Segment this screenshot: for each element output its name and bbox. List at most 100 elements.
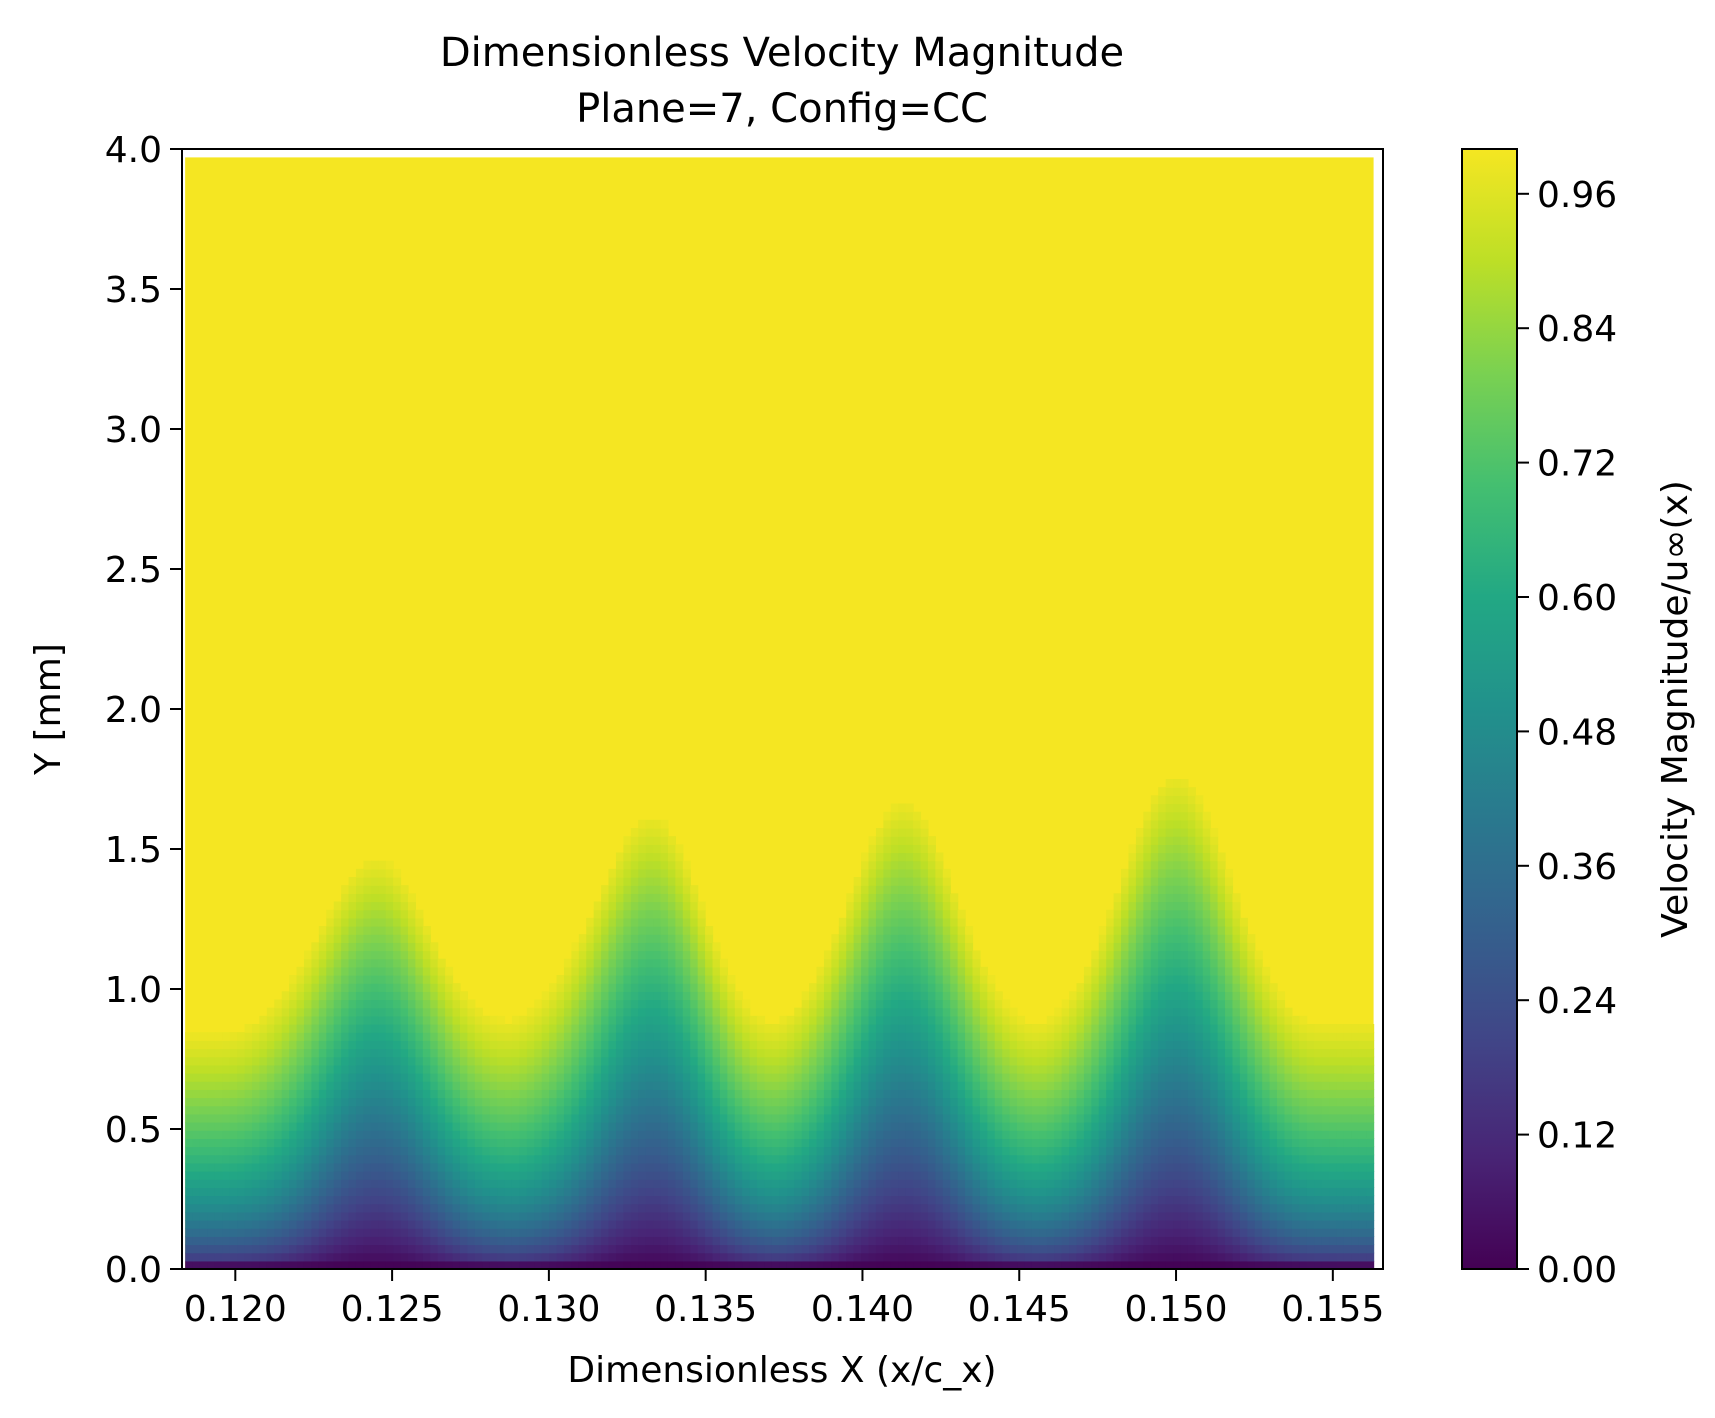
contour-cell: [667, 1081, 676, 1090]
contour-cell: [1358, 1220, 1367, 1229]
contour-cell: [563, 1122, 572, 1131]
contour-cell: [994, 1097, 1003, 1107]
contour-cell: [913, 1032, 922, 1041]
contour-cell: [749, 1138, 758, 1148]
contour-cell: [1046, 1040, 1055, 1050]
contour-cell: [615, 1130, 624, 1139]
contour-cell: [237, 1064, 246, 1074]
contour-cell: [601, 1211, 610, 1221]
contour-cell: [979, 1097, 988, 1107]
contour-cell: [950, 1048, 959, 1058]
contour-cell: [1017, 1056, 1026, 1066]
contour-cell: [935, 1064, 944, 1074]
contour-cell: [586, 1211, 595, 1221]
contour-cell: [653, 1162, 662, 1172]
contour-cell: [497, 1187, 506, 1197]
contour-cell: [422, 1048, 431, 1058]
contour-cell: [1239, 1105, 1248, 1115]
contour-cell: [1128, 1195, 1137, 1205]
contour-cell: [987, 1081, 996, 1090]
contour-cell: [1210, 1260, 1219, 1270]
contour-cell: [430, 1228, 439, 1237]
contour-cell: [965, 1236, 974, 1246]
contour-cell: [1291, 1024, 1300, 1033]
contour-cell: [816, 1179, 825, 1188]
contour-cell: [415, 1015, 424, 1025]
contour-cell: [400, 1032, 409, 1041]
contour-cell: [786, 1032, 795, 1041]
contour-cell: [1195, 1138, 1204, 1148]
contour-cell: [504, 1162, 513, 1172]
contour-cell: [994, 1252, 1003, 1262]
contour-cell: [1284, 1113, 1293, 1123]
contour-cell: [608, 1220, 617, 1229]
contour-cell: [355, 1113, 365, 1123]
contour-cell: [920, 1073, 929, 1082]
contour-cell: [1069, 1105, 1078, 1115]
contour-cell: [1098, 1113, 1107, 1123]
contour-cell: [1106, 1228, 1115, 1237]
contour-cell: [578, 1064, 587, 1074]
contour-cell: [816, 1056, 825, 1066]
contour-cell: [549, 1097, 558, 1107]
contour-cell: [1299, 1073, 1308, 1082]
contour-cell: [883, 1081, 892, 1090]
contour-cell: [1284, 1187, 1293, 1197]
contour-cell: [341, 1113, 350, 1123]
contour-cell: [1009, 1073, 1018, 1082]
contour-cell: [549, 1260, 558, 1270]
contour-cell: [734, 1244, 743, 1254]
contour-cell: [1277, 1228, 1286, 1237]
contour-cell: [348, 1162, 357, 1172]
contour-cell: [1232, 1138, 1241, 1148]
contour-cell: [1366, 1138, 1375, 1148]
contour-cell: [437, 1252, 446, 1262]
contour-cell: [467, 1007, 476, 1017]
contour-cell: [1069, 1015, 1078, 1025]
contour-cell: [259, 1130, 268, 1139]
contour-cell: [957, 1220, 966, 1229]
contour-cell: [1173, 1105, 1182, 1115]
contour-cell: [935, 1220, 944, 1229]
contour-cell: [185, 1187, 194, 1197]
contour-cell: [274, 1113, 283, 1123]
contour-cell: [719, 1081, 728, 1090]
contour-cell: [1232, 1195, 1241, 1205]
contour-cell: [1046, 1252, 1055, 1262]
contour-cell: [296, 1048, 305, 1058]
contour-cell: [251, 1187, 261, 1197]
contour-cell: [1039, 1073, 1048, 1082]
contour-cell: [623, 1179, 632, 1188]
contour-cell: [274, 1122, 283, 1131]
contour-cell: [1202, 1220, 1211, 1229]
contour-cell: [363, 1024, 372, 1033]
contour-cell: [549, 1048, 558, 1058]
contour-cell: [185, 1073, 194, 1082]
contour-cell: [771, 1146, 780, 1156]
contour-cell: [727, 1032, 736, 1041]
contour-cell: [341, 1048, 350, 1058]
contour-cell: [1351, 1064, 1360, 1074]
contour-cell: [1165, 1220, 1174, 1229]
contour-cell: [667, 1048, 676, 1058]
contour-cell: [712, 1024, 721, 1033]
contour-cell: [393, 1138, 402, 1148]
contour-cell: [281, 1015, 290, 1025]
contour-cell: [355, 1252, 365, 1262]
contour-cell: [920, 1244, 929, 1254]
contour-cell: [1358, 1105, 1367, 1115]
contour-cell: [1217, 1211, 1226, 1221]
contour-cell: [229, 1171, 238, 1180]
contour-cell: [957, 1211, 966, 1221]
contour-cell: [682, 1171, 691, 1180]
contour-cell: [742, 1040, 751, 1050]
contour-cell: [511, 1064, 520, 1074]
contour-cell: [712, 1146, 721, 1156]
contour-cell: [1046, 1015, 1055, 1025]
contour-cell: [1329, 1064, 1338, 1074]
contour-cell: [355, 1138, 365, 1148]
contour-cell: [1202, 1105, 1211, 1115]
contour-cell: [712, 1220, 721, 1229]
contour-cell: [831, 1113, 840, 1123]
contour-cell: [1343, 1081, 1352, 1090]
